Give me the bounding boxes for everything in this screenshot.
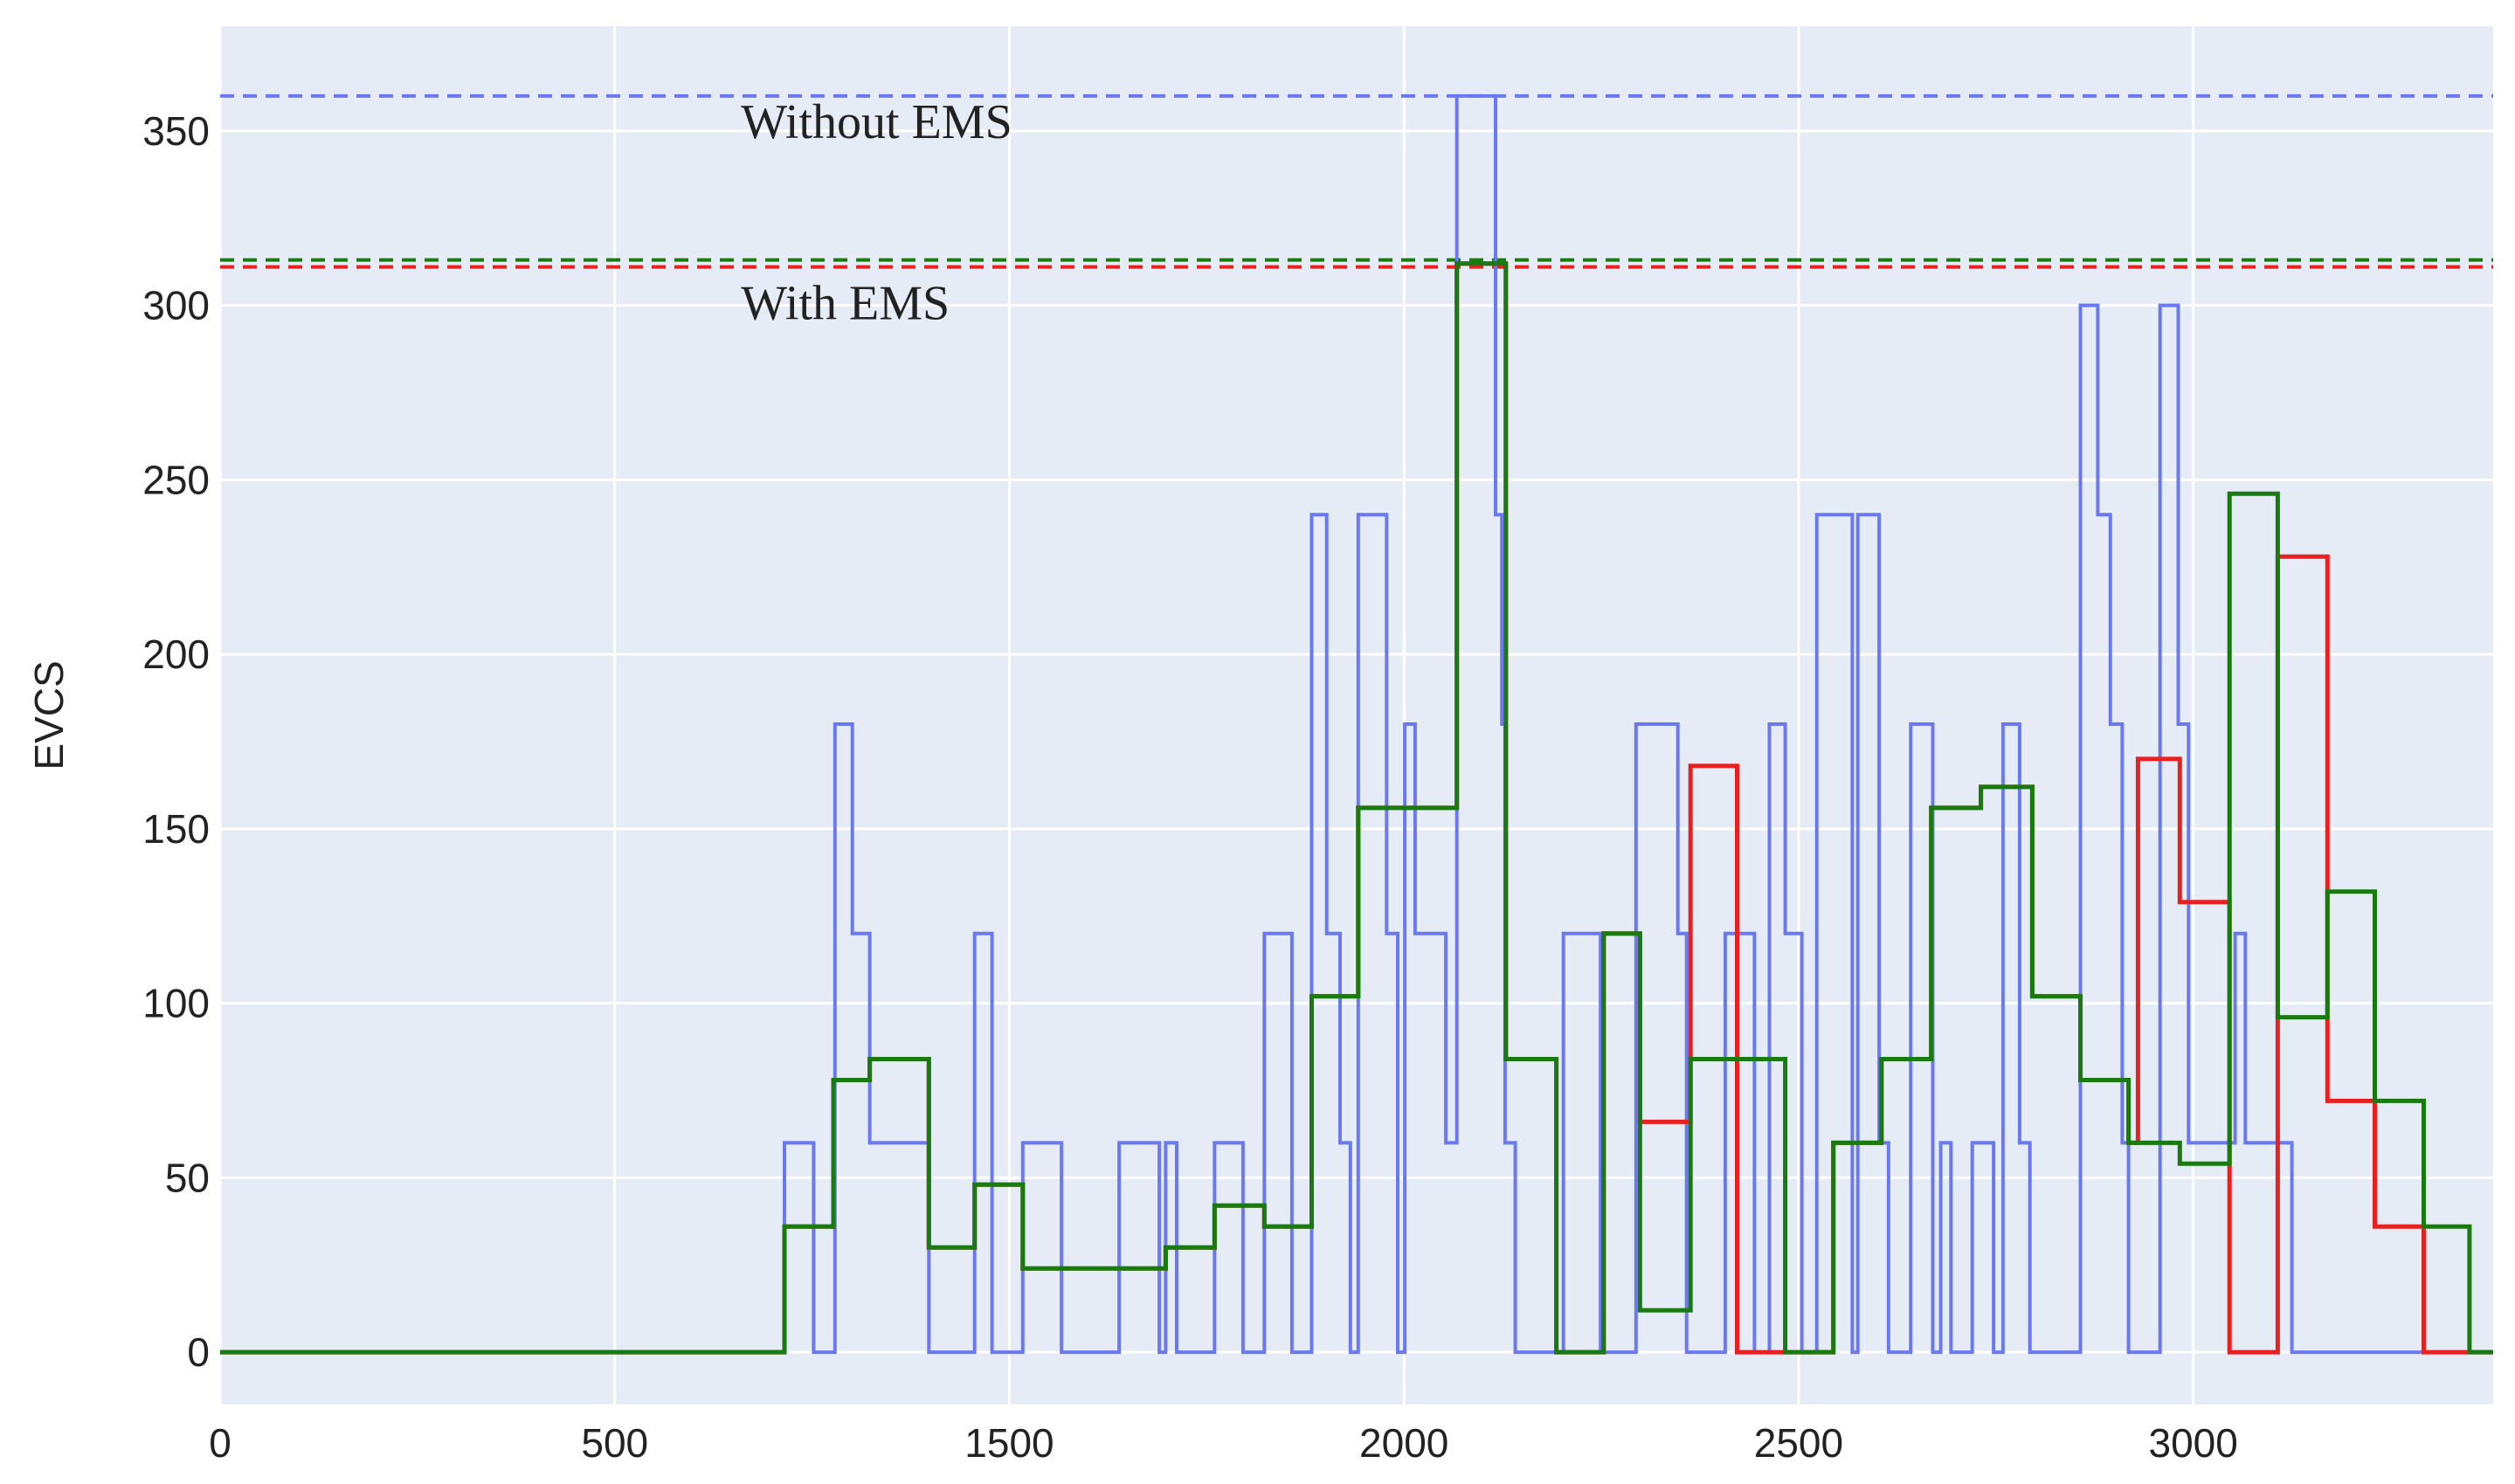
annotations: Without EMS With EMS	[741, 95, 1012, 331]
x-tick-label: 1500	[964, 1420, 1054, 1466]
annotation-label: With EMS	[741, 277, 950, 331]
y-tick-label: 350	[142, 108, 210, 154]
y-tick-label: 100	[142, 981, 210, 1026]
series-group	[220, 93, 2493, 1355]
x-axis-ticks: 0 500 1500 2000 2500 3000	[209, 1420, 2238, 1466]
x-tick-label: 0	[209, 1420, 231, 1466]
x-tick-label: 2000	[1359, 1420, 1448, 1466]
y-tick-label: 150	[142, 806, 210, 852]
annotation-label: Without EMS	[741, 95, 1012, 149]
x-tick-label: 3000	[2149, 1420, 2238, 1466]
y-tick-label: 300	[142, 283, 210, 328]
y-tick-label: 0	[187, 1329, 210, 1375]
x-tick-label: 500	[581, 1420, 648, 1466]
y-tick-label: 200	[142, 632, 210, 677]
series-line-2	[220, 261, 2493, 1355]
x-tick-label: 2500	[1754, 1420, 1843, 1466]
y-tick-label: 50	[165, 1155, 210, 1200]
series-line-0	[220, 93, 2493, 1355]
y-axis-title: EVCS	[26, 660, 72, 770]
y-tick-label: 250	[142, 457, 210, 502]
y-axis-ticks: 0 50 100 150 200 250 300 350	[142, 108, 210, 1375]
reference-lines	[220, 93, 2493, 269]
